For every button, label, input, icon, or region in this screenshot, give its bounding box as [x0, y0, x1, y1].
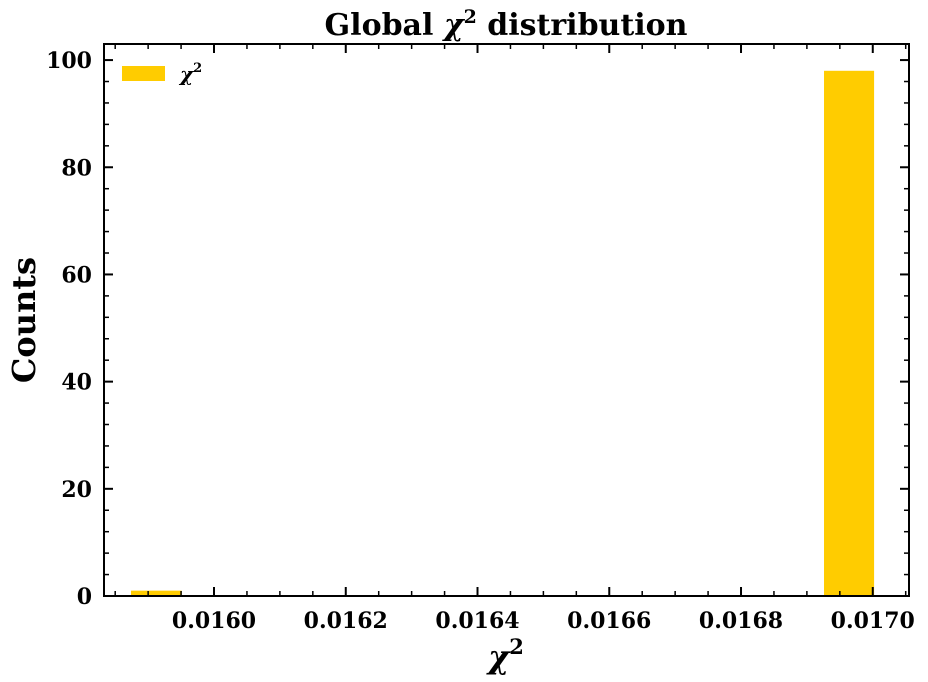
y-tick-label: 20: [61, 477, 92, 503]
legend-swatch: [122, 66, 165, 81]
y-axis-label: Counts: [5, 257, 43, 383]
x-tick-label: 0.0162: [304, 608, 388, 634]
x-tick-label: 0.0168: [699, 608, 783, 634]
x-tick-label: 0.0164: [435, 608, 519, 634]
chart-title: Global χ2 distribution: [325, 6, 688, 43]
x-tick-label: 0.0170: [831, 608, 915, 634]
ticks-group: [104, 44, 909, 597]
y-tick-label: 60: [61, 262, 92, 288]
legend: χ2: [122, 61, 202, 86]
plot-frame: [103, 43, 910, 597]
y-tick-label: 80: [61, 155, 92, 181]
x-tick-label: 0.0166: [567, 608, 651, 634]
tick-labels-group: 0.0160 0.0162 0.0164 0.0166 0.0168 0.0170 0 20 4…: [46, 48, 915, 634]
y-tick-label: 0: [77, 584, 92, 610]
histogram-bar-1: [824, 70, 875, 596]
y-tick-label: 100: [46, 48, 92, 74]
legend-label: χ2: [178, 61, 202, 86]
bars-group: [131, 70, 875, 596]
x-axis-label: χ2: [486, 634, 524, 676]
x-tick-label: 0.0160: [172, 608, 256, 634]
y-tick-label: 40: [61, 370, 92, 396]
histogram-bar-0: [131, 590, 182, 596]
